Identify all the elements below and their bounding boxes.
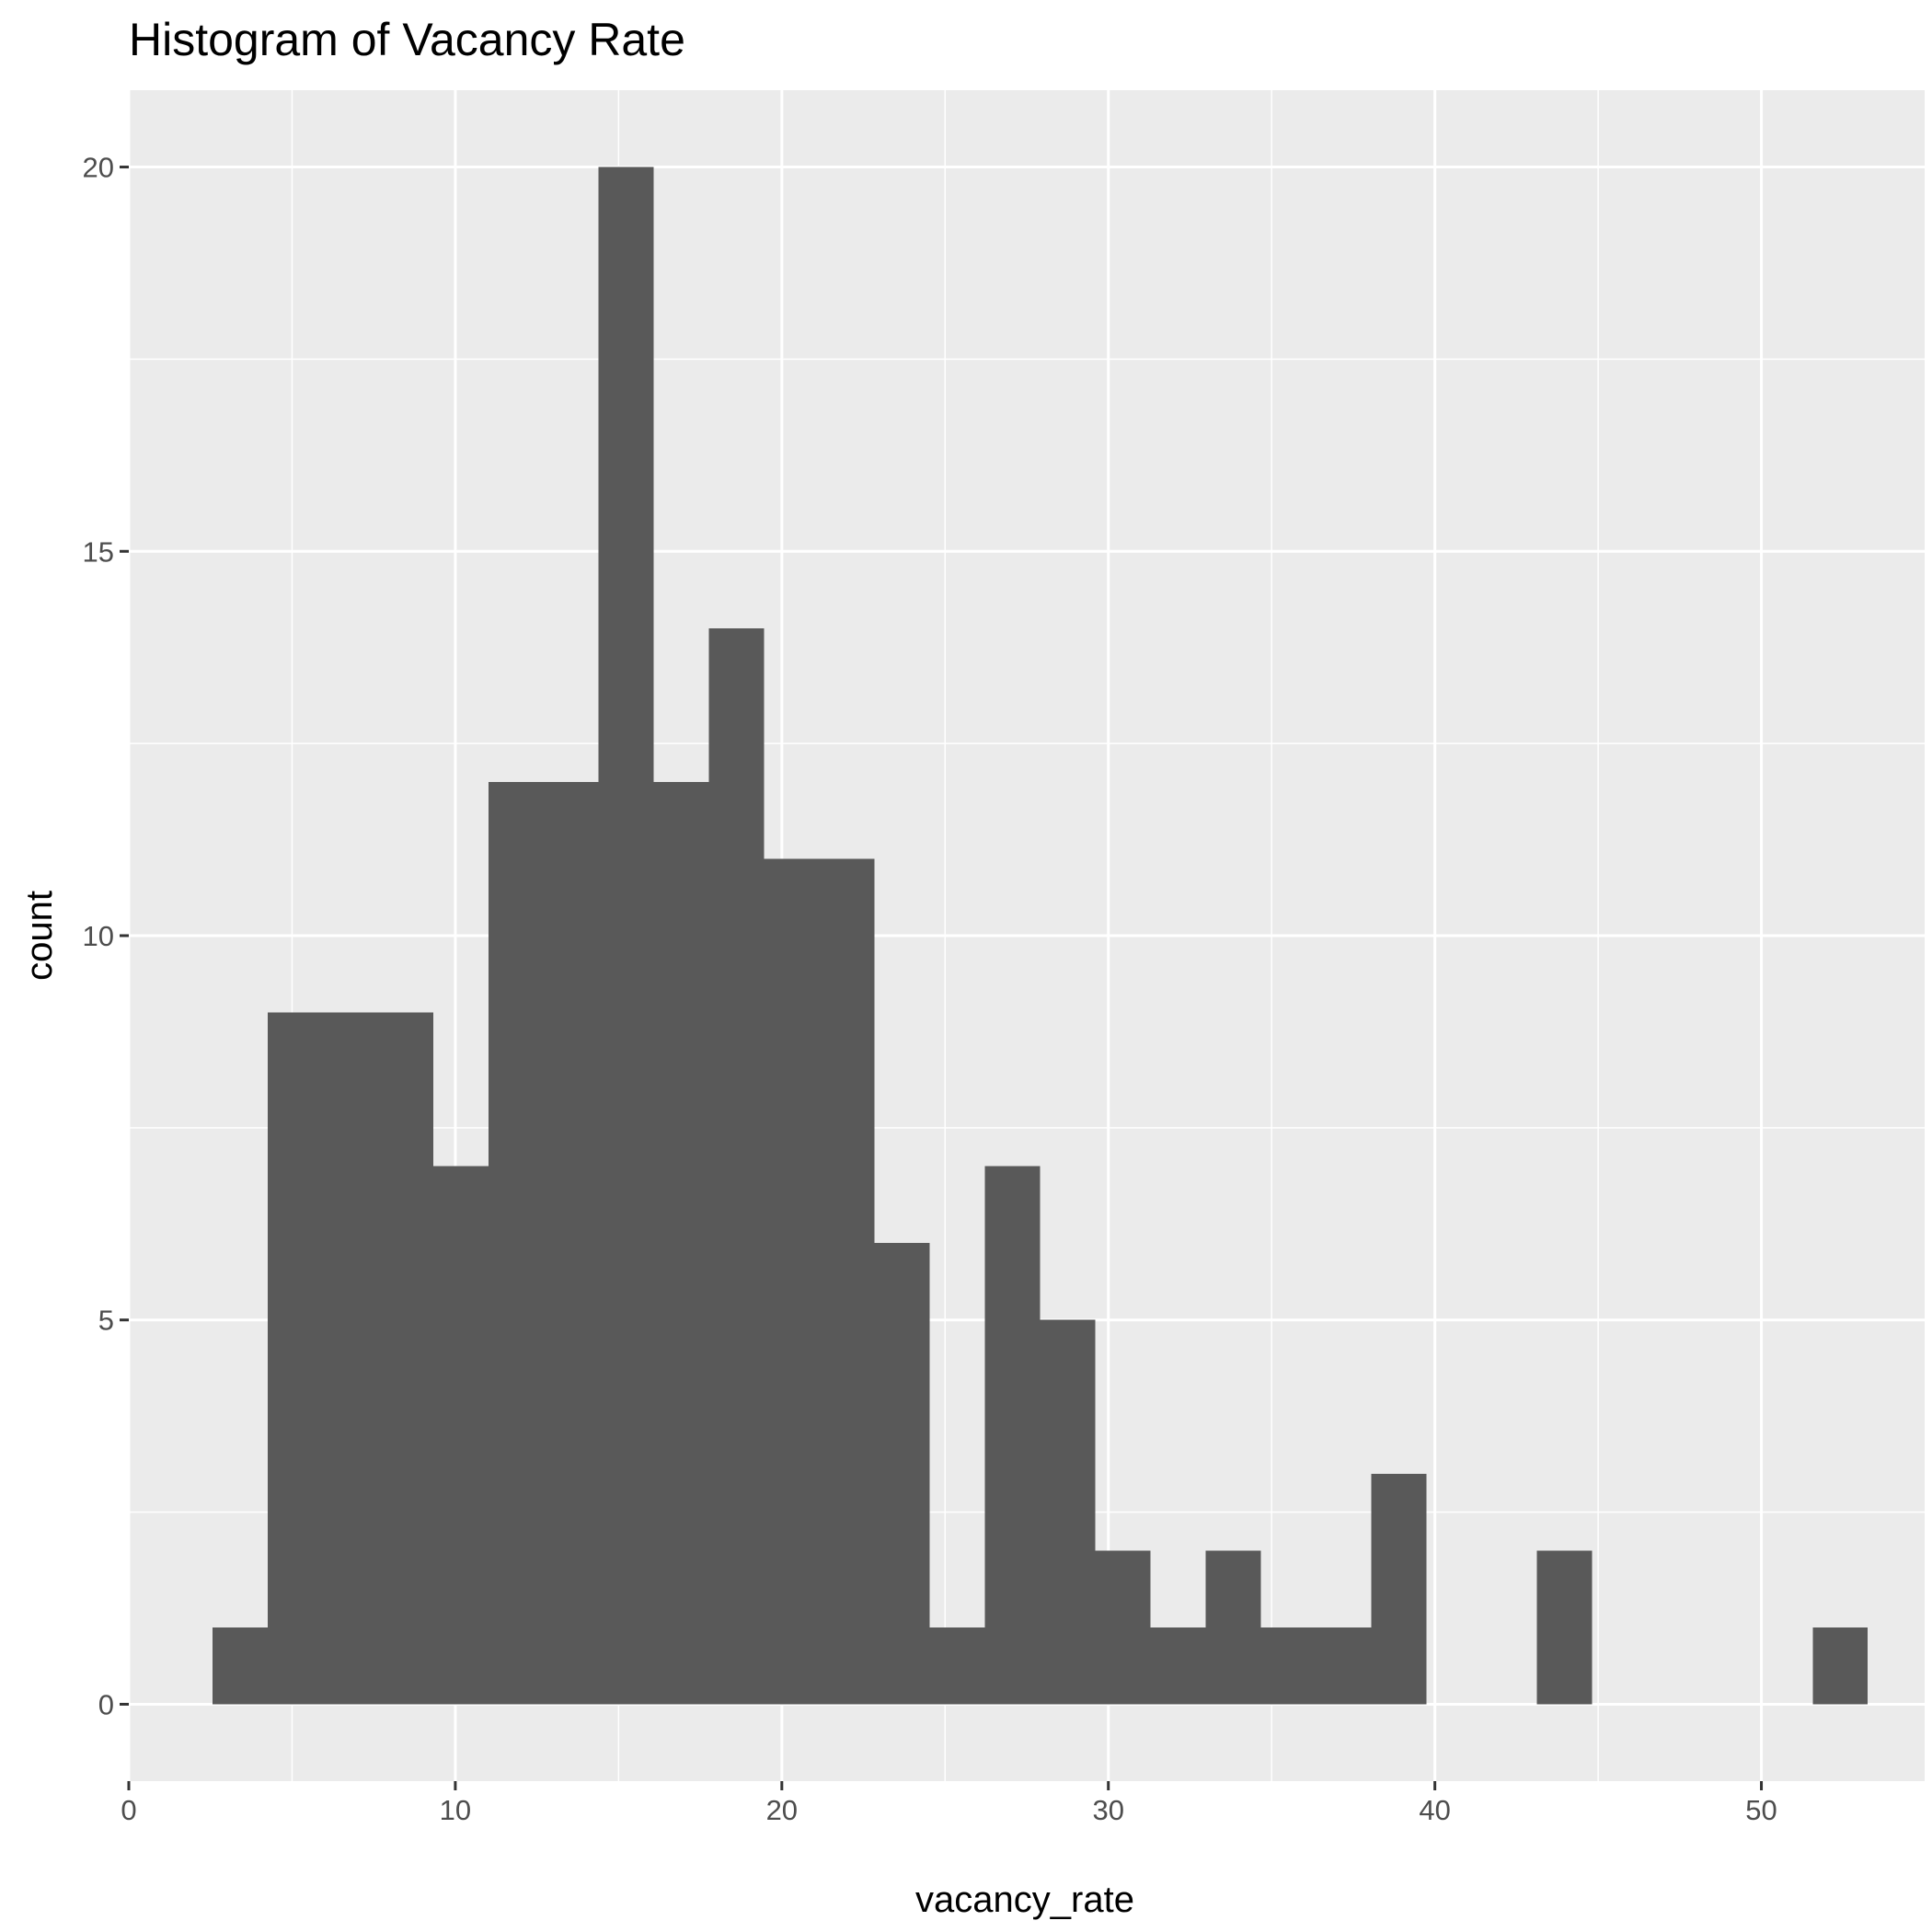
histogram-bar <box>708 627 765 1705</box>
x-tick-label: 10 <box>440 1794 471 1826</box>
histogram-bars <box>212 167 1869 1705</box>
histogram-bar <box>1371 1473 1427 1705</box>
y-tick-label: 10 <box>83 920 114 952</box>
histogram-bar <box>874 1243 930 1705</box>
histogram-bar <box>1095 1550 1151 1705</box>
y-tick-label: 0 <box>98 1688 114 1720</box>
histogram-bar <box>984 1166 1041 1705</box>
histogram-bar <box>267 1012 323 1705</box>
histogram-bar <box>598 167 654 1705</box>
x-axis: 0 10 20 30 40 50 <box>121 1781 1777 1826</box>
histogram-bar <box>1536 1550 1593 1705</box>
histogram-bar <box>929 1627 985 1705</box>
histogram-bar <box>377 1012 433 1705</box>
x-tick-label: 50 <box>1745 1794 1777 1826</box>
y-tick-label: 15 <box>83 535 114 568</box>
histogram-bar <box>653 781 709 1705</box>
y-axis-title: count <box>19 891 60 981</box>
histogram-bar <box>322 1012 378 1705</box>
histogram-bar <box>543 781 599 1705</box>
y-tick-label: 5 <box>98 1305 114 1337</box>
histogram-bar <box>1812 1627 1869 1705</box>
histogram-bar <box>764 858 820 1705</box>
y-tick-label: 20 <box>83 152 114 184</box>
y-axis: 0 5 10 15 20 <box>83 152 129 1720</box>
x-tick-label: 30 <box>1092 1794 1123 1826</box>
chart-title: Histogram of Vacancy Rate <box>129 14 685 65</box>
histogram-bar <box>1260 1627 1317 1705</box>
histogram-bar <box>1150 1627 1206 1705</box>
x-axis-title: vacancy_rate <box>915 1880 1134 1920</box>
x-tick-label: 20 <box>766 1794 798 1826</box>
histogram-bar <box>1040 1319 1096 1705</box>
histogram-bar <box>212 1627 268 1705</box>
x-tick-label: 40 <box>1419 1794 1450 1826</box>
histogram-bar <box>488 781 544 1705</box>
histogram-bar <box>819 858 875 1705</box>
x-tick-label: 0 <box>121 1794 136 1826</box>
histogram-bar <box>432 1166 489 1705</box>
histogram-bar <box>1205 1550 1261 1705</box>
histogram-bar <box>1316 1627 1372 1705</box>
